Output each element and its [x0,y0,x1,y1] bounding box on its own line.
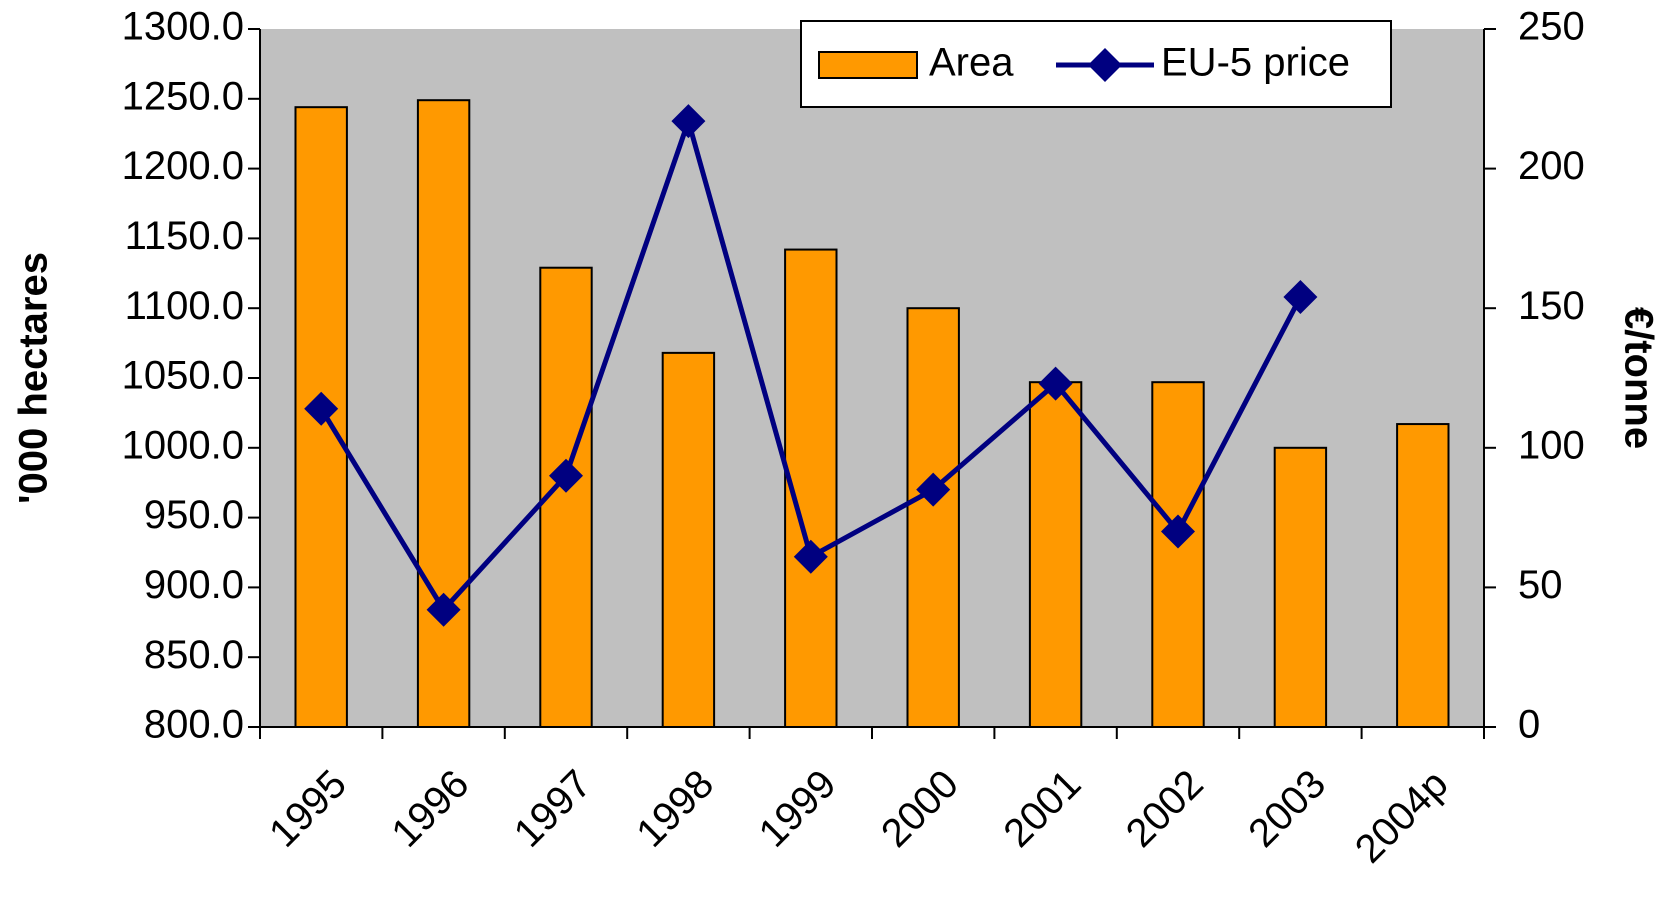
x-tick-label: 2001 [995,762,1089,856]
price-marker [426,592,461,627]
y-tick-label: 1300.0 [122,5,244,49]
price-marker [671,104,706,139]
y-tick-label: 1100.0 [125,284,244,328]
y-axis-label: '000 hectares [12,252,56,504]
bar [416,99,471,729]
bar [1396,423,1450,728]
legend-label: EU-5 price [1161,41,1350,85]
bar [1273,446,1328,728]
price-marker [549,458,583,493]
x-tick-label: 1997 [506,762,600,856]
price-marker [916,472,951,507]
price-marker [1283,280,1318,315]
x-tick-label: 2004p [1347,762,1457,872]
y-tick-label: 1050.0 [122,354,244,398]
y-tick-label: 1250.0 [122,74,244,118]
y-tick-label: 900.0 [144,563,244,607]
legend-marker [1088,48,1122,82]
bar [661,351,716,728]
y-tick-label: 1000.0 [122,423,244,467]
price-marker [793,539,828,574]
x-tick-label: 2003 [1240,762,1334,856]
y2-tick-label: 0 [1518,703,1540,747]
x-tick-label: 1996 [383,762,477,856]
price-marker [1161,514,1195,549]
x-tick-label: 1998 [628,762,722,856]
y2-tick-label: 200 [1518,144,1585,188]
legend-swatch [818,51,918,79]
bar [1028,381,1083,728]
price-marker [304,391,339,426]
x-tick-label: 2000 [873,762,967,856]
y2-tick-label: 50 [1518,563,1563,607]
x-tick-label: 2002 [1118,762,1212,856]
price-marker [1038,366,1073,401]
bar [906,307,960,728]
x-tick-label: 1995 [261,762,355,856]
y-tick-label: 800.0 [144,703,244,747]
y2-axis-label: €/tonne [1616,307,1660,449]
y-tick-label: 950.0 [144,493,244,537]
y2-tick-label: 150 [1518,284,1585,328]
x-tick-label: 1999 [751,762,845,856]
y-tick-label: 1200.0 [122,144,244,188]
y2-tick-label: 250 [1518,5,1585,49]
legend-label: Area [929,41,1014,85]
y-tick-label: 1150.0 [125,214,244,258]
y-tick-label: 850.0 [144,633,244,677]
y2-tick-label: 100 [1518,423,1585,467]
bar [1151,381,1205,728]
